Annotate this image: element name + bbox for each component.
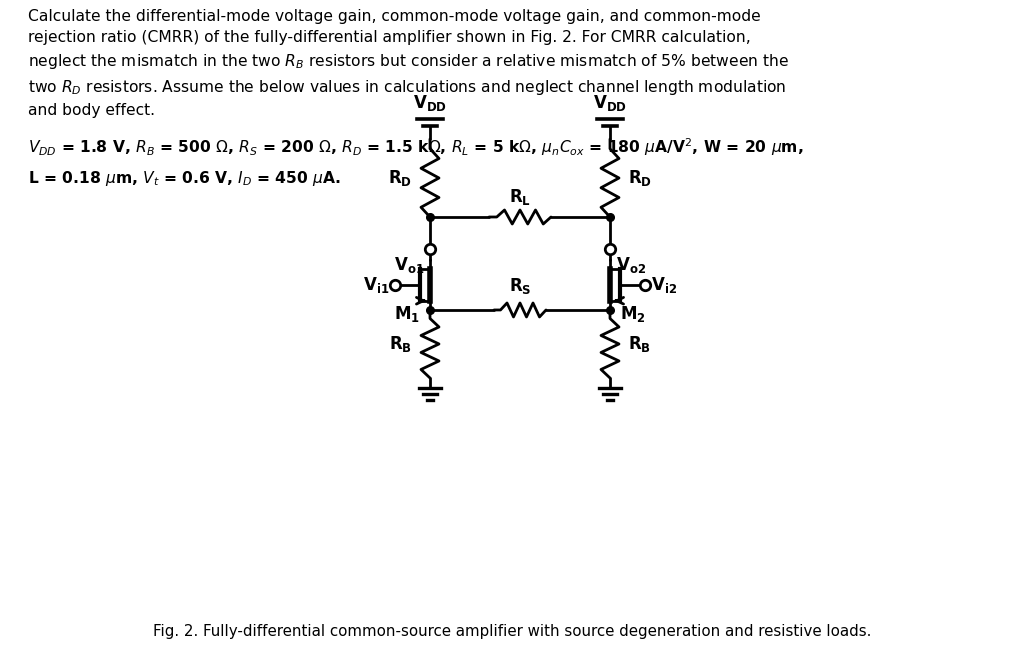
Text: $\mathbf{V_{o2}}$: $\mathbf{V_{o2}}$ [616,255,646,275]
Text: $\mathbf{R_B}$: $\mathbf{R_B}$ [628,334,651,354]
Text: Fig. 2. Fully-differential common-source amplifier with source degeneration and : Fig. 2. Fully-differential common-source… [154,624,871,639]
Text: $V_{DD}$ = 1.8 V, $R_B$ = 500 $\Omega$, $R_S$ = 200 $\Omega$, $R_D$ = 1.5 k$\Ome: $V_{DD}$ = 1.8 V, $R_B$ = 500 $\Omega$, … [28,136,804,158]
Text: $\mathbf{R_B}$: $\mathbf{R_B}$ [388,334,412,354]
Text: $\mathbf{V_{i2}}$: $\mathbf{V_{i2}}$ [651,275,678,295]
Text: $\mathbf{M_1}$: $\mathbf{M_1}$ [394,303,420,323]
Text: $\mathbf{V_{o1}}$: $\mathbf{V_{o1}}$ [394,255,424,275]
Text: $\mathbf{V_{DD}}$: $\mathbf{V_{DD}}$ [413,93,447,113]
Text: $\mathbf{V_{DD}}$: $\mathbf{V_{DD}}$ [593,93,627,113]
Text: $\mathbf{R_D}$: $\mathbf{R_D}$ [628,168,652,188]
Text: L = 0.18 $\mu$m, $V_t$ = 0.6 V, $I_D$ = 450 $\mu$A.: L = 0.18 $\mu$m, $V_t$ = 0.6 V, $I_D$ = … [28,169,341,188]
Text: Calculate the differential-mode voltage gain, common-mode voltage gain, and comm: Calculate the differential-mode voltage … [28,9,789,118]
Text: $\mathbf{V_{i1}}$: $\mathbf{V_{i1}}$ [363,275,388,295]
Text: $\mathbf{R_L}$: $\mathbf{R_L}$ [509,187,531,207]
Text: $\mathbf{M_2}$: $\mathbf{M_2}$ [620,303,646,323]
Text: $\mathbf{R_S}$: $\mathbf{R_S}$ [508,276,531,296]
Text: $\mathbf{R_D}$: $\mathbf{R_D}$ [387,168,412,188]
